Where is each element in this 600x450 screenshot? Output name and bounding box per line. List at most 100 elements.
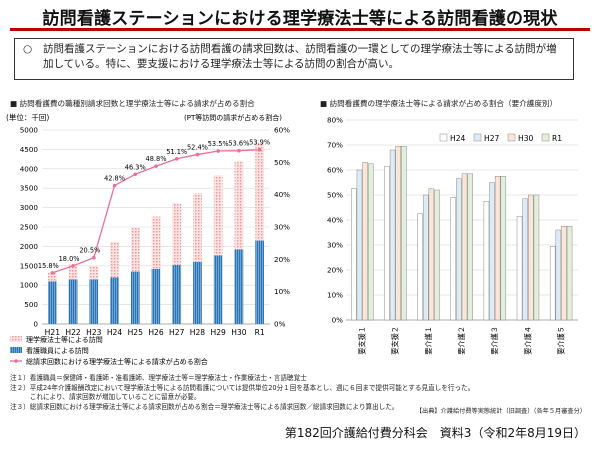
bar-nurse: [213, 255, 223, 324]
bar-h30: [395, 146, 401, 321]
summary-box: ○ 訪問看護ステーションにおける訪問看護の請求回数は、訪問看護の一環としての理学…: [14, 38, 574, 80]
legend-label-h24: H24: [450, 134, 466, 143]
legend-label-nurse: 看護職員による訪問: [26, 346, 89, 355]
legend-swatch-h30: [507, 133, 516, 142]
bar-nurse: [68, 279, 78, 324]
ratio-label: 18.0%: [59, 255, 80, 263]
ratio-point: [237, 148, 241, 153]
x-tick-label: 要支援１: [358, 326, 367, 355]
bar-nurse: [151, 268, 161, 324]
note-line: 注１）看護職員＝保健師・看護師・准看護師、理学療法士等＝理学療法士・作業療法士・…: [10, 374, 307, 382]
bar-r1: [467, 173, 473, 321]
y-tick-label: 50%: [327, 191, 343, 200]
y-tick-label: 40%: [327, 216, 343, 225]
right-chart: 0% 10% 20% 30% 40% 50% 60% 70% 80% 要支援１ 要支援２ 要介護１ 要介…: [327, 116, 578, 355]
source-note: 【出典】介護給付費等実態統計（旧調査）（各年５月審査分）: [415, 408, 586, 415]
y-tick-label: 3000: [20, 203, 39, 212]
bar-nurse: [255, 240, 264, 324]
bar-h27: [356, 169, 363, 321]
ratio-label: 51.1%: [166, 148, 187, 156]
bar-therapist: [234, 161, 244, 250]
x-tick-label: H21: [45, 328, 61, 337]
legend-label-ratio: 総請求回数における理学療法士等による請求が占める割合: [26, 357, 208, 366]
bar-r1: [434, 189, 440, 321]
x-tick-label: H24: [107, 328, 123, 337]
bar-nurse: [110, 277, 119, 324]
legend-swatch-h24: [439, 133, 448, 142]
y-tick-label: 500: [24, 300, 38, 309]
legend-label-h30: H30: [518, 134, 534, 143]
y-tick-label: 20%: [327, 266, 343, 275]
y2-tick-label: 0%: [274, 320, 286, 329]
legend-label-h27: H27: [484, 134, 500, 143]
y-tick-label: 30%: [327, 241, 343, 250]
legend-swatch-nurse: [10, 347, 22, 353]
summary-text: 訪問看護ステーションにおける訪問看護の請求回数は、訪問看護の一環としての理学療法…: [43, 43, 557, 70]
ratio-point: [50, 271, 55, 275]
y2-tick-label: 10%: [274, 287, 290, 296]
bar-therapist: [110, 241, 119, 278]
ratio-label: 53.9%: [249, 139, 270, 147]
y-tick-label: 2500: [20, 223, 39, 232]
ratio-point: [174, 156, 179, 161]
bar-h24: [450, 197, 457, 321]
ratio-label: 53.5%: [208, 140, 229, 148]
bar-h30: [494, 176, 501, 321]
bar-therapist: [48, 272, 57, 282]
bar-therapist: [193, 193, 202, 262]
x-tick-label: H26: [148, 328, 164, 337]
bar-r1: [500, 176, 507, 321]
bar-h27: [555, 229, 562, 321]
bar-h27: [389, 149, 396, 321]
title-rule: [10, 28, 590, 31]
bar-therapist: [172, 203, 182, 266]
ratio-point: [71, 264, 75, 268]
unit-label: (単位：千回): [6, 112, 49, 122]
bar-nurse: [89, 279, 99, 324]
bar-nurse: [172, 265, 182, 324]
y2-tick-label: 50%: [274, 158, 290, 167]
x-tick-label: 要支援２: [391, 326, 400, 355]
notes: 注１）看護職員＝保健師・看護師・准看護師、理学療法士等＝理学療法士・作業療法士・…: [10, 374, 595, 412]
bar-h24: [483, 201, 490, 321]
y-tick-label: 60%: [327, 166, 343, 175]
ratio-point: [112, 183, 117, 188]
ratio-label: 15.8%: [38, 262, 59, 270]
x-tick-label: H29: [210, 328, 226, 337]
bar-r1: [401, 146, 407, 321]
x-tick-label: H22: [65, 328, 81, 337]
x-tick-label: H23: [86, 328, 102, 337]
y-tick-label: 4000: [20, 164, 39, 173]
ratio-point: [154, 164, 158, 169]
bar-h30: [461, 173, 468, 321]
y-tick-label: 0%: [332, 316, 344, 325]
x-tick-label: 要介護３: [490, 326, 499, 355]
legend-swatch-h27: [473, 133, 482, 142]
ratio-point: [257, 147, 262, 152]
y-tick-label: 80%: [327, 116, 343, 125]
ratio-label: 48.8%: [146, 155, 167, 163]
right-chart-title: ■ 訪問看護費の理学療法士等による請求が占める割合（要介護度別）: [320, 99, 558, 108]
page-title: 訪問看護ステーションにおける理学療法士等による訪問看護の現状: [42, 9, 558, 29]
note-line: 注３）総請求回数における理学療法士等による請求回数が占める割合＝理学療法士等によ…: [10, 402, 399, 411]
bar-h24: [549, 246, 556, 321]
bar-h24: [384, 166, 390, 321]
y2-tick-label: 20%: [274, 255, 290, 264]
legend-swatch-r1: [541, 133, 550, 142]
bar-r1: [367, 163, 374, 321]
bar-h27: [422, 194, 429, 321]
y2-tick-label: 60%: [274, 126, 290, 135]
y-tick-label: 1500: [20, 261, 39, 270]
y-tick-label: 3500: [20, 184, 39, 193]
footer-reference: 第182回介護給付費分科会 資料3（令和2年8月19日）: [284, 426, 586, 440]
x-tick-label: 要介護２: [457, 326, 466, 355]
y-tick-label: 4500: [20, 145, 39, 154]
y2-tick-label: 30%: [274, 223, 290, 232]
left-chart: (単位：千回) (PT等訪問の請求が占める割合) 0 500 1000 1500 2000 2…: [6, 112, 290, 366]
right-axis-note: (PT等訪問の請求が占める割合): [184, 113, 282, 122]
legend-label-r1: R1: [552, 134, 562, 143]
x-tick-label: H25: [128, 328, 144, 337]
ratio-point: [92, 255, 96, 260]
x-tick-label: H27: [169, 328, 185, 337]
y-tick-label: 70%: [327, 141, 343, 150]
